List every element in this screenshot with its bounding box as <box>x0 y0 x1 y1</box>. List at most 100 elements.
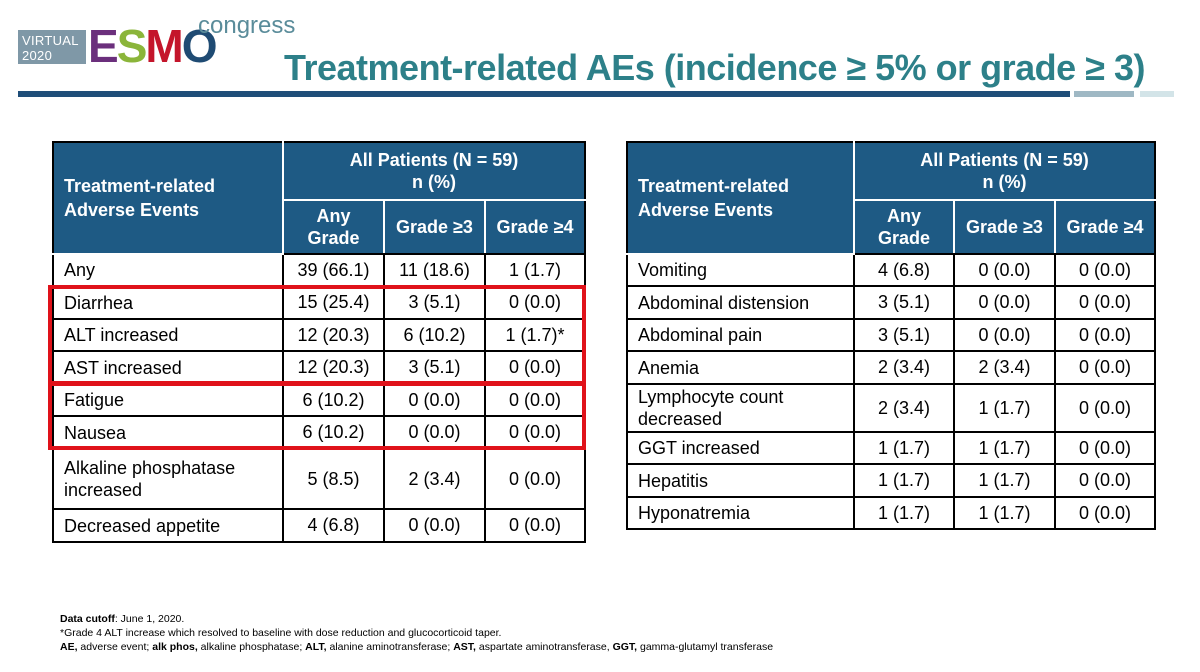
logo-virtual-line1: VIRTUAL <box>22 33 79 48</box>
event-name: Fatigue <box>52 383 284 417</box>
column-header-grade-4: Grade ≥4 <box>483 199 587 255</box>
value-grade-4: 0 (0.0) <box>1053 285 1157 320</box>
footnotes: Data cutoff: June 1, 2020. *Grade 4 ALT … <box>60 612 773 654</box>
column-header-grade-3: Grade ≥3 <box>953 199 1056 255</box>
value-grade-3: 1 (1.7) <box>953 496 1056 530</box>
corner-header: Treatment-related Adverse Events <box>52 141 284 255</box>
column-header-grade-3: Grade ≥3 <box>383 199 486 255</box>
value-grade-4: 0 (0.0) <box>1053 463 1157 498</box>
value-grade-4: 0 (0.0) <box>483 285 587 320</box>
footnote-abbreviations: AE, adverse event; alk phos, alkaline ph… <box>60 641 774 653</box>
title-rule <box>18 91 1070 97</box>
value-grade-3: 1 (1.7) <box>953 383 1056 433</box>
logo-congress-text: congress <box>198 12 296 39</box>
value-grade-3: 3 (5.1) <box>383 350 486 385</box>
value-grade-4: 0 (0.0) <box>483 508 587 543</box>
slide-title: Treatment-related AEs (incidence ≥ 5% or… <box>284 47 1145 88</box>
value-grade-4: 0 (0.0) <box>483 415 587 450</box>
table-row: Any 39 (66.1) 11 (18.6) 1 (1.7) <box>52 253 587 287</box>
event-name: Abdominal pain <box>626 318 855 352</box>
value-any-grade: 1 (1.7) <box>853 431 955 465</box>
value-grade-3: 3 (5.1) <box>383 285 486 320</box>
value-grade-3: 0 (0.0) <box>953 318 1056 352</box>
value-any-grade: 4 (6.8) <box>853 253 955 287</box>
column-header-any-grade: Any Grade <box>853 199 955 255</box>
table-row: Alkaline phosphatase increased 5 (8.5) 2… <box>52 448 587 510</box>
event-name: Hyponatremia <box>626 496 855 530</box>
value-any-grade: 5 (8.5) <box>282 448 385 510</box>
event-name: Any <box>52 253 284 287</box>
value-any-grade: 12 (20.3) <box>282 318 385 352</box>
value-grade-4: 0 (0.0) <box>1053 431 1157 465</box>
event-name: Diarrhea <box>52 285 284 320</box>
value-any-grade: 2 (3.4) <box>853 383 955 433</box>
value-grade-4: 0 (0.0) <box>483 448 587 510</box>
table-row: Nausea 6 (10.2) 0 (0.0) 0 (0.0) <box>52 415 587 450</box>
logo-virtual-line2: 2020 <box>22 48 53 63</box>
logo-virtual-badge: VIRTUAL 2020 <box>18 30 86 64</box>
table-row: GGT increased 1 (1.7) 1 (1.7) 0 (0.0) <box>626 431 1157 465</box>
value-any-grade: 2 (3.4) <box>853 350 955 385</box>
column-header-any-grade: Any Grade <box>282 199 385 255</box>
value-grade-3: 11 (18.6) <box>383 253 486 287</box>
value-any-grade: 1 (1.7) <box>853 463 955 498</box>
title-rule-accent <box>1074 91 1134 97</box>
group-header: All Patients (N = 59) n (%) <box>852 141 1157 201</box>
value-grade-4: 0 (0.0) <box>1053 496 1157 530</box>
value-any-grade: 15 (25.4) <box>282 285 385 320</box>
value-grade-4: 1 (1.7) <box>483 253 587 287</box>
value-any-grade: 1 (1.7) <box>853 496 955 530</box>
ae-table-left: Treatment-related Adverse Events All Pat… <box>52 141 587 543</box>
value-any-grade: 6 (10.2) <box>282 383 385 417</box>
event-name: Hepatitis <box>626 463 855 498</box>
esmo-logo: VIRTUAL 2020 ESMO congress <box>18 12 295 72</box>
value-grade-3: 0 (0.0) <box>953 253 1056 287</box>
value-any-grade: 3 (5.1) <box>853 318 955 352</box>
value-grade-4: 0 (0.0) <box>1053 350 1157 385</box>
ae-table-right: Treatment-related Adverse Events All Pat… <box>626 141 1157 530</box>
event-name: Lymphocyte count decreased <box>626 383 855 433</box>
corner-header: Treatment-related Adverse Events <box>626 141 855 255</box>
value-grade-4: 1 (1.7)* <box>483 318 587 352</box>
table-row: Abdominal distension 3 (5.1) 0 (0.0) 0 (… <box>626 285 1157 320</box>
event-name: Anemia <box>626 350 855 385</box>
value-grade-3: 6 (10.2) <box>383 318 486 352</box>
table-row: Diarrhea 15 (25.4) 3 (5.1) 0 (0.0) <box>52 285 587 320</box>
table-row: ALT increased 12 (20.3) 6 (10.2) 1 (1.7)… <box>52 318 587 352</box>
footnote-cutoff: Data cutoff: June 1, 2020. <box>60 613 185 625</box>
value-any-grade: 39 (66.1) <box>282 253 385 287</box>
event-name: Decreased appetite <box>52 508 284 543</box>
value-grade-3: 1 (1.7) <box>953 463 1056 498</box>
table-row: Vomiting 4 (6.8) 0 (0.0) 0 (0.0) <box>626 253 1157 287</box>
value-grade-3: 2 (3.4) <box>383 448 486 510</box>
table-row: Fatigue 6 (10.2) 0 (0.0) 0 (0.0) <box>52 383 587 417</box>
value-grade-4: 0 (0.0) <box>1053 318 1157 352</box>
value-any-grade: 12 (20.3) <box>282 350 385 385</box>
value-any-grade: 3 (5.1) <box>853 285 955 320</box>
table-row: Hyponatremia 1 (1.7) 1 (1.7) 0 (0.0) <box>626 496 1157 530</box>
event-name: GGT increased <box>626 431 855 465</box>
title-rule-accent-light <box>1140 91 1174 97</box>
group-header: All Patients (N = 59) n (%) <box>281 141 587 201</box>
value-grade-4: 0 (0.0) <box>483 383 587 417</box>
event-name: Nausea <box>52 415 284 450</box>
table-row: Lymphocyte count decreased 2 (3.4) 1 (1.… <box>626 383 1157 433</box>
footnote-grade4: *Grade 4 ALT increase which resolved to … <box>60 627 502 639</box>
value-any-grade: 4 (6.8) <box>282 508 385 543</box>
table-row: Decreased appetite 4 (6.8) 0 (0.0) 0 (0.… <box>52 508 587 543</box>
logo-esmo-wordmark: ESMO <box>88 20 217 72</box>
value-grade-4: 0 (0.0) <box>1053 383 1157 433</box>
event-name: AST increased <box>52 350 284 385</box>
table-row: AST increased 12 (20.3) 3 (5.1) 0 (0.0) <box>52 350 587 385</box>
value-grade-4: 0 (0.0) <box>483 350 587 385</box>
value-grade-3: 2 (3.4) <box>953 350 1056 385</box>
event-name: Alkaline phosphatase increased <box>52 448 284 510</box>
column-header-grade-4: Grade ≥4 <box>1053 199 1157 255</box>
value-grade-3: 1 (1.7) <box>953 431 1056 465</box>
table-row: Abdominal pain 3 (5.1) 0 (0.0) 0 (0.0) <box>626 318 1157 352</box>
event-name: ALT increased <box>52 318 284 352</box>
value-grade-4: 0 (0.0) <box>1053 253 1157 287</box>
value-grade-3: 0 (0.0) <box>383 383 486 417</box>
event-name: Vomiting <box>626 253 855 287</box>
table-row: Anemia 2 (3.4) 2 (3.4) 0 (0.0) <box>626 350 1157 385</box>
